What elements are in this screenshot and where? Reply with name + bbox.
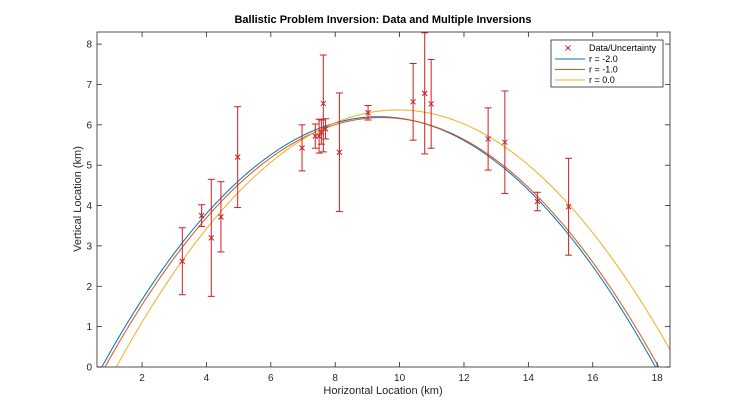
chart-title: Ballistic Problem Inversion: Data and Mu… — [234, 14, 531, 26]
data-point — [207, 178, 215, 297]
data-point — [315, 118, 323, 154]
legend-box — [550, 39, 664, 88]
x-marker — [316, 133, 322, 139]
legend-entry-1: r = -1.0 — [555, 65, 618, 75]
x-tick-label: 4 — [204, 373, 210, 384]
x-marker — [428, 100, 434, 107]
data-point — [533, 191, 541, 212]
x-marker — [336, 149, 343, 156]
data-point — [409, 62, 417, 141]
y-tick-label: 4 — [86, 201, 92, 212]
series-line-1 — [104, 117, 660, 367]
data-points — [178, 32, 573, 297]
legend-entry-0: r = -2.0 — [555, 54, 618, 64]
legend-label: r = -1.0 — [589, 65, 618, 75]
y-axis-label: Vertical Location (km) — [72, 146, 84, 252]
data-point — [501, 90, 509, 194]
x-marker — [365, 109, 371, 116]
x-marker — [410, 98, 416, 105]
x-tick-label: 16 — [587, 373, 599, 384]
data-point — [421, 32, 429, 155]
data-point — [217, 181, 225, 253]
model-curves — [101, 109, 670, 367]
data-point — [427, 58, 435, 149]
x-marker — [322, 126, 329, 132]
x-tick-label: 12 — [458, 373, 470, 384]
series-line-2 — [115, 109, 670, 367]
data-point — [319, 54, 327, 153]
x-marker — [534, 198, 541, 205]
y-tick-label: 8 — [86, 40, 92, 51]
x-axis-label: Horizontal Location (km) — [323, 385, 442, 397]
data-point — [178, 227, 186, 296]
data-point — [364, 104, 372, 121]
x-marker — [299, 144, 305, 151]
data-point — [234, 106, 242, 209]
data-point — [335, 92, 343, 213]
data-point — [298, 124, 306, 172]
plot-background — [97, 32, 670, 367]
x-marker — [421, 90, 428, 97]
data-point — [322, 118, 330, 140]
x-marker — [179, 258, 186, 265]
x-marker — [320, 100, 327, 107]
y-tick-label: 2 — [86, 282, 92, 293]
plot-frame — [96, 31, 671, 368]
series-line-0 — [101, 116, 657, 367]
x-marker — [218, 214, 224, 220]
legend-label: Data/Uncertainty — [589, 43, 657, 53]
x-marker — [208, 234, 215, 241]
legend-marker — [565, 45, 571, 51]
x-marker — [198, 212, 205, 219]
legend-label: r = 0.0 — [589, 75, 615, 85]
legend-label: r = -2.0 — [589, 54, 618, 64]
y-tick-label: 0 — [86, 363, 92, 374]
x-tick-label: 18 — [652, 373, 664, 384]
y-tick-label: 3 — [86, 241, 92, 252]
x-tick-label: 2 — [139, 373, 145, 384]
x-tick-label: 8 — [332, 373, 338, 384]
x-tick-label: 6 — [268, 373, 274, 384]
legend-entry-2: r = 0.0 — [555, 75, 615, 85]
y-tick-label: 7 — [86, 80, 92, 91]
x-tick-label: 14 — [523, 373, 535, 384]
legend-entry-data: Data/Uncertainty — [565, 43, 657, 53]
data-point — [565, 157, 573, 256]
y-tick-label: 1 — [86, 322, 92, 333]
x-marker — [485, 136, 491, 142]
x-marker — [502, 139, 508, 146]
x-tick-label: 10 — [394, 373, 406, 384]
data-point — [484, 107, 492, 171]
x-marker — [565, 203, 572, 210]
data-point — [198, 204, 206, 228]
y-tick-label: 5 — [86, 161, 92, 172]
y-tick-label: 6 — [86, 120, 92, 131]
x-marker — [234, 154, 241, 160]
